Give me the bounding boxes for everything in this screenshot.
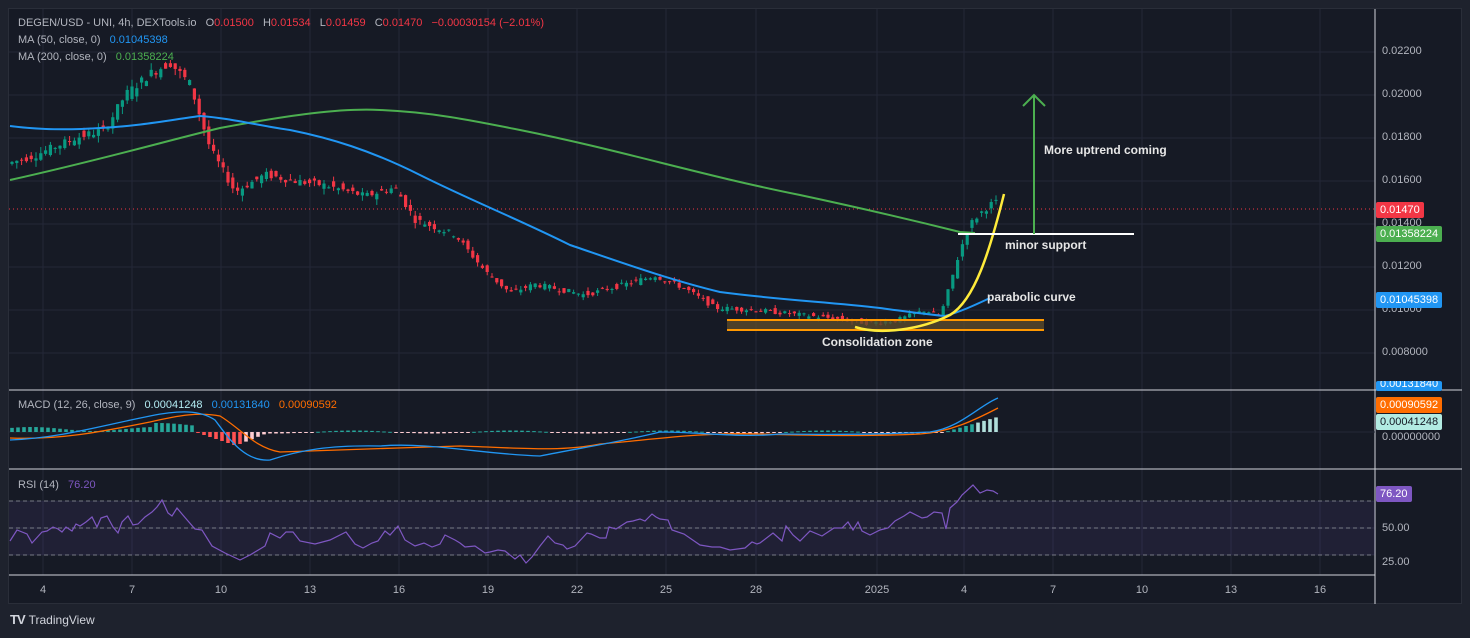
arrow-head-icon — [1022, 93, 1046, 107]
price-tick: 0.01800 — [1382, 131, 1422, 143]
ma50-value: 0.01045398 — [109, 34, 168, 46]
macd-signal-line — [9, 407, 999, 453]
price-tick: 0.01200 — [1382, 260, 1422, 272]
tradingview-brand[interactable]: TV TradingView — [10, 612, 95, 627]
price-tick: 0.02000 — [1382, 88, 1422, 100]
time-tick: 10 — [214, 584, 228, 596]
macd-hist-tag: 0.00041248 — [1376, 414, 1443, 430]
open-value: 0.01500 — [214, 17, 254, 29]
time-tick: 13 — [1224, 584, 1238, 596]
macd-line-value: 0.00131840 — [211, 399, 270, 411]
macd-hist-value: 0.00041248 — [144, 399, 203, 411]
parabolic-curve — [854, 193, 1006, 332]
high-value: 0.01534 — [270, 17, 311, 29]
macd-histogram — [10, 417, 998, 445]
ma50-line — [9, 114, 991, 318]
time-tick: 7 — [1049, 584, 1057, 596]
time-tick: 10 — [1135, 584, 1149, 596]
price-tick: 0.008000 — [1382, 346, 1428, 358]
macd-zero-tick: 0.00000000 — [1382, 431, 1441, 443]
consolidation-annotation: Consolidation zone — [822, 335, 933, 349]
rsi-value: 76.20 — [68, 479, 96, 491]
time-tick: 4 — [39, 584, 47, 596]
macd-line — [9, 397, 999, 461]
ma200-legend[interactable]: MA (200, close, 0) 0.01358224 — [18, 51, 174, 63]
ma50-price-tag: 0.01045398 — [1376, 292, 1443, 308]
macd-signal-tag: 0.00090592 — [1376, 397, 1443, 413]
time-tick: 16 — [1313, 584, 1327, 596]
macd-signal-value: 0.00090592 — [278, 399, 337, 411]
macd-line-tag: 0.00131840 — [1376, 381, 1443, 391]
rsi-tag: 76.20 — [1376, 486, 1412, 502]
time-tick: 13 — [303, 584, 317, 596]
close-value: 0.01470 — [382, 17, 423, 29]
rsi-legend[interactable]: RSI (14) 76.20 — [18, 479, 96, 491]
symbol-title: DEGEN/USD - UNI, 4h, DEXTools.io — [18, 17, 197, 29]
uptrend-annotation: More uptrend coming — [1044, 143, 1167, 157]
change-value: −0.00030154 (−2.01%) — [431, 17, 545, 29]
parabolic-annotation: parabolic curve — [987, 290, 1076, 304]
rsi-tick: 25.00 — [1382, 556, 1410, 568]
chart-frame — [8, 8, 1462, 604]
time-tick: 25 — [659, 584, 673, 596]
rsi-line — [9, 484, 999, 564]
candlesticks — [10, 59, 998, 326]
time-tick: 19 — [481, 584, 495, 596]
support-annotation: minor support — [1005, 238, 1087, 252]
ma200-line — [9, 108, 976, 234]
ohlc-legend: DEGEN/USD - UNI, 4h, DEXTools.io O0.0150… — [18, 17, 545, 29]
macd-legend[interactable]: MACD (12, 26, close, 9) 0.00041248 0.001… — [18, 399, 337, 411]
ma50-legend[interactable]: MA (50, close, 0) 0.01045398 — [18, 34, 168, 46]
time-tick: 16 — [392, 584, 406, 596]
price-tick: 0.02200 — [1382, 45, 1422, 57]
time-tick: 2025 — [864, 584, 890, 596]
rsi-tick: 50.00 — [1382, 522, 1410, 534]
low-value: 0.01459 — [325, 17, 366, 29]
last-price-tag: 0.01470 — [1376, 202, 1424, 218]
time-tick: 22 — [570, 584, 584, 596]
price-tick: 0.01600 — [1382, 174, 1422, 186]
consolidation-zone — [727, 320, 1044, 330]
tradingview-logo-icon: TV — [10, 612, 26, 627]
time-tick: 7 — [128, 584, 136, 596]
ma200-value: 0.01358224 — [115, 51, 174, 63]
brand-name: TradingView — [28, 612, 95, 627]
ma200-price-tag: 0.01358224 — [1376, 226, 1443, 242]
time-tick: 28 — [749, 584, 763, 596]
time-tick: 4 — [960, 584, 968, 596]
